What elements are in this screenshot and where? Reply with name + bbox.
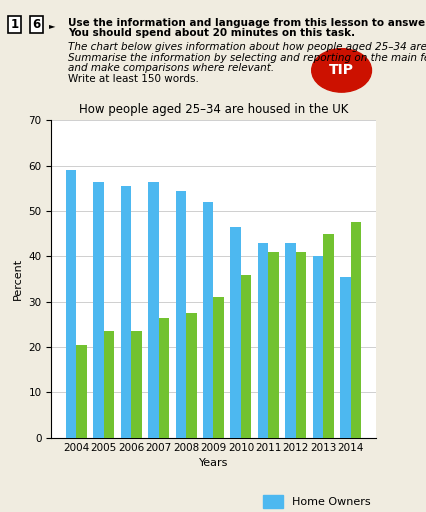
Text: You should spend about 20 minutes on this task.: You should spend about 20 minutes on thi… (68, 28, 354, 38)
Text: ►: ► (49, 22, 55, 31)
Bar (340, 277, 350, 438)
Bar (93, 182, 104, 438)
Text: and make comparisons where relevant.: and make comparisons where relevant. (68, 63, 274, 73)
Bar (121, 186, 131, 438)
Bar (213, 297, 223, 438)
Text: Use the information and language from this lesson to answer this Writing Part 1 : Use the information and language from th… (68, 18, 426, 28)
Bar (350, 222, 360, 438)
Ellipse shape (311, 49, 371, 92)
Bar (322, 233, 333, 438)
Y-axis label: Percent: Percent (13, 258, 23, 300)
Bar (268, 252, 278, 438)
Bar (66, 170, 76, 438)
X-axis label: Years: Years (199, 458, 227, 468)
Bar (312, 257, 322, 438)
Bar (175, 190, 186, 438)
Bar (186, 313, 196, 438)
Title: How people aged 25–34 are housed in the UK: How people aged 25–34 are housed in the … (79, 103, 347, 116)
Bar (148, 182, 158, 438)
Bar (104, 331, 114, 438)
Text: 1: 1 (11, 18, 19, 31)
Bar (158, 317, 169, 438)
Bar (131, 331, 141, 438)
Text: TIP: TIP (328, 63, 353, 77)
Bar (203, 202, 213, 438)
Text: Write at least 150 words.: Write at least 150 words. (68, 74, 199, 84)
Text: The chart below gives information about how people aged 25–34 are housed in the : The chart below gives information about … (68, 42, 426, 52)
Text: 6: 6 (32, 18, 40, 31)
Bar (257, 243, 268, 438)
Bar (76, 345, 86, 438)
Bar (240, 274, 251, 438)
Bar (230, 227, 240, 438)
Bar (285, 243, 295, 438)
Legend: Home Owners, Renters: Home Owners, Renters (262, 495, 369, 512)
Text: Summarise the information by selecting and reporting on the main features,: Summarise the information by selecting a… (68, 53, 426, 63)
Bar (295, 252, 305, 438)
